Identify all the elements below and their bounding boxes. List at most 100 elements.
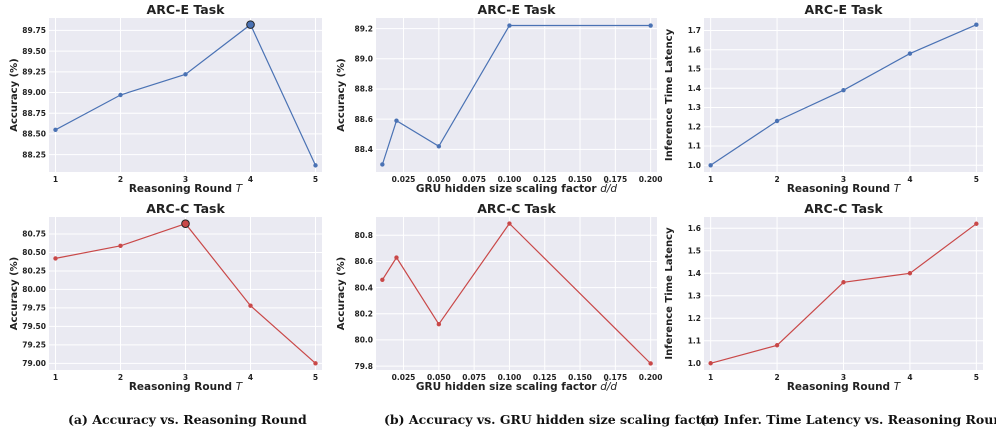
data-point [394,255,399,260]
caption-c: (c) Infer. Time Latency vs. Reasoning Ro… [700,412,996,427]
data-point [183,72,188,77]
chart-a-top: 88.25 88.50 88.75 89.00 89.25 89.50 89.75 1 2 3 4 5… [9,2,322,195]
y-tick-label: 1.4 [688,269,701,278]
y-tick-label: 1.6 [688,45,701,54]
y-tick-label: 89.0 [354,54,373,63]
y-tick-label: 80.6 [354,257,373,266]
y-tick-label: 1.4 [688,84,701,93]
data-point [907,271,913,276]
plot-background [376,217,657,370]
highlight-point [181,219,190,228]
x-tick-label: 0.125 [533,373,557,382]
chart-b-top: 88.4 88.6 88.8 89.0 89.2 0.025 0.050 0.075 0.100… [336,2,663,195]
x-tick-label: 5 [974,175,979,184]
y-tick-label: 88.4 [354,145,373,154]
chart-title: ARC-C Task [804,201,883,216]
x-tick-label: 3 [841,373,846,382]
x-tick-label: 5 [974,373,979,382]
x-tick-label: 4 [907,175,912,184]
y-tick-label: 1.1 [688,142,701,151]
x-tick-label: 2 [118,175,123,184]
x-tick-label: 0.175 [603,175,627,184]
y-tick-label: 80.0 [354,336,373,345]
data-point [380,162,385,167]
x-axis-label: GRU hidden size scaling factor d̃/d [416,380,618,393]
x-tick-label: 0.075 [462,175,486,184]
y-tick-label: 88.75 [22,109,46,118]
x-axis-label: Reasoning Round T [129,183,244,195]
x-tick-label: 4 [248,175,253,184]
x-tick-label: 1 [708,373,713,382]
y-tick-label: 1.2 [688,122,701,131]
y-tick-label: 80.25 [22,267,46,276]
y-tick-label: 1.3 [688,291,701,300]
data-point [774,118,780,124]
y-tick-label: 88.6 [354,115,373,124]
data-point [907,51,913,56]
y-tick-label: 1.0 [688,161,701,170]
y-tick-label: 80.2 [354,309,373,318]
data-point [436,144,442,149]
y-axis-label: Accuracy (%) [9,257,20,330]
chart-title: ARC-E Task [147,2,226,17]
y-axis-label: Accuracy (%) [336,58,347,131]
chart-c-bot: 1.0 1.1 1.2 1.3 1.4 1.5 1.6 1 2 3 4 5 ARC-C Task Reas… [664,201,983,393]
data-point [394,118,399,123]
chart-title: ARC-E Task [805,2,884,17]
highlight-point [246,20,255,29]
x-tick-label: 3 [183,373,188,382]
data-point [774,343,780,348]
chart-title: ARC-C Task [477,201,556,216]
data-point [380,277,385,282]
x-tick-label: 0.050 [427,175,451,184]
y-tick-label: 1.5 [688,65,701,74]
x-tick-label: 0.100 [498,175,522,184]
chart-a-bot: 79.00 79.25 79.50 79.75 80.00 80.25 80.50 80.75… [9,201,322,393]
x-tick-label: 0.125 [533,175,557,184]
data-point [708,361,713,366]
x-tick-label: 0.025 [392,175,416,184]
y-tick-label: 1.1 [688,336,701,345]
x-tick-label: 5 [313,373,318,382]
y-tick-label: 89.2 [354,24,373,33]
data-point [841,87,846,93]
y-tick-label: 1.0 [688,359,701,368]
y-tick-label: 88.50 [22,130,46,139]
y-tick-label: 89.50 [22,47,46,56]
data-point [648,361,653,366]
y-tick-label: 88.25 [22,150,46,159]
y-tick-label: 1.6 [688,224,701,233]
caption-a: (a) Accuracy vs. Reasoning Round [68,412,307,427]
x-axis-label: Reasoning Round T [129,381,244,393]
data-point [53,256,58,261]
x-tick-label: 0.100 [498,373,522,382]
chart-title: ARC-C Task [146,201,225,216]
data-point [313,163,318,168]
x-axis-label: GRU hidden size scaling factor d̃/d [416,182,618,195]
y-tick-label: 89.00 [22,88,46,97]
y-axis-label: Inference Time Latency [664,227,675,360]
x-tick-label: 4 [248,373,253,382]
x-tick-label: 1 [53,175,58,184]
y-tick-label: 80.75 [22,230,46,239]
y-tick-label: 80.00 [22,285,46,294]
data-point [841,280,846,285]
chart-title: ARC-E Task [478,2,557,17]
x-tick-label: 0.200 [639,175,663,184]
x-tick-label: 0.050 [427,373,451,382]
x-tick-label: 0.150 [568,373,592,382]
data-point [248,303,253,308]
y-tick-label: 88.8 [354,85,373,94]
x-tick-label: 0.150 [568,175,592,184]
data-point [507,23,512,28]
x-tick-label: 0.075 [462,373,486,382]
y-tick-label: 79.00 [22,359,46,368]
y-axis-label: Inference Time Latency [664,28,675,161]
data-point [118,243,123,249]
x-tick-label: 2 [774,175,779,184]
x-tick-label: 2 [774,373,779,382]
data-point [507,221,512,226]
data-point [118,92,123,98]
data-point [53,127,58,132]
